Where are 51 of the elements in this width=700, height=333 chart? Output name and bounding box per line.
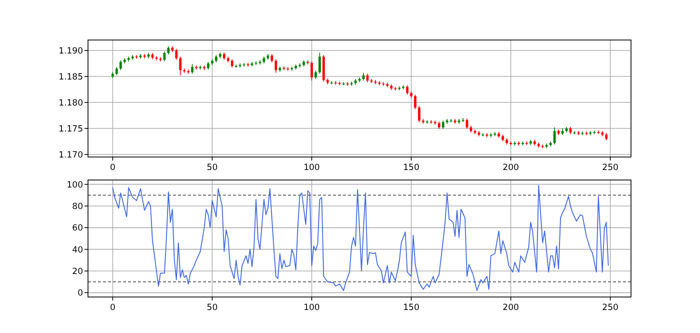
candlestick: [175, 48, 178, 60]
candlestick: [310, 60, 313, 81]
candlestick: [378, 80, 381, 86]
x-tick-label: 50: [206, 303, 218, 313]
candlestick: [318, 52, 321, 74]
y-tick-label: 60: [72, 224, 83, 234]
x-tick-label: 100: [304, 303, 320, 313]
candlestick: [163, 51, 166, 62]
candlestick: [346, 82, 349, 86]
x-tick-label: 200: [502, 303, 519, 313]
candlestick: [370, 78, 373, 84]
x-tick-label: 250: [602, 163, 618, 173]
y-tick-label: 100: [66, 180, 83, 190]
y-tick-label: 1.190: [58, 46, 83, 56]
x-tick-label: 200: [502, 163, 519, 173]
candlestick: [589, 130, 592, 136]
candlestick: [414, 94, 416, 110]
candlestick: [553, 126, 556, 145]
candlestick: [322, 54, 325, 82]
candlestick: [434, 120, 436, 126]
candlestick: [238, 63, 242, 68]
x-tick-label: 100: [304, 163, 320, 173]
candlestick: [131, 54, 134, 60]
x-tick-label: 150: [403, 303, 420, 313]
line-series: [112, 184, 609, 291]
candlestick: [179, 56, 182, 76]
y-tick-label: 1.175: [58, 124, 83, 134]
candlestick: [119, 60, 122, 71]
x-tick-label: 50: [206, 163, 218, 173]
y-tick-label: 40: [72, 245, 83, 256]
x-tick-label: 0: [110, 303, 116, 313]
y-tick-label: 1.180: [58, 98, 83, 108]
x-tick-label: 150: [403, 163, 420, 173]
candlestick: [486, 132, 488, 138]
y-tick-label: 80: [72, 202, 83, 212]
x-tick-label: 250: [602, 303, 618, 313]
candlestick: [382, 82, 385, 86]
candlestick: [191, 64, 194, 74]
y-tick-label: 20: [72, 266, 83, 277]
y-tick-label: 1.170: [58, 150, 83, 160]
candlestick: [274, 58, 278, 74]
candlestick: [406, 84, 408, 95]
candlestick: [374, 80, 377, 85]
candlestick: [462, 118, 464, 123]
candlestick: [490, 132, 492, 138]
y-tick-label: 0: [78, 288, 83, 299]
candlestick: [159, 56, 162, 62]
candlestick: [494, 132, 496, 137]
y-tick-label: 1.185: [58, 72, 83, 82]
x-tick-label: 0: [110, 163, 116, 173]
candlestick: [418, 106, 420, 123]
